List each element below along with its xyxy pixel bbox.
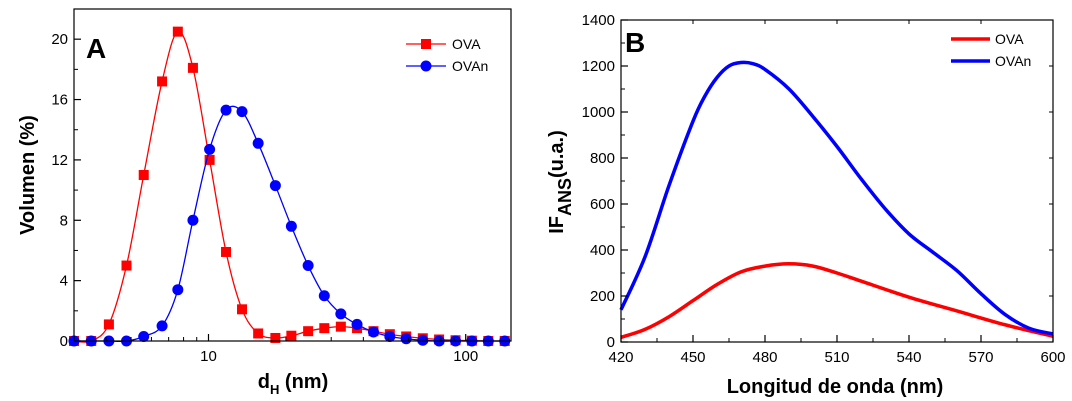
legend-marker-ovan	[420, 60, 432, 72]
panel-a-frame	[73, 8, 512, 342]
panel-a-y-axis-title: Volumen (%)	[17, 115, 39, 235]
panel-b-y-tick-label: 800	[590, 150, 615, 167]
panel-b-y-tick-label: 1000	[582, 104, 615, 121]
panel-a-point-ovan	[236, 106, 248, 118]
panel-b-frame	[620, 19, 1054, 343]
legend-label: OVA	[452, 36, 481, 52]
panel-a-point-ova	[138, 170, 149, 180]
panel-a-point-ova	[319, 323, 330, 334]
panel-a-point-ova	[237, 304, 248, 315]
panel-a-point-ova	[157, 76, 168, 87]
panel-a-point-ovan	[204, 143, 216, 155]
panel-b-y-tick-label: 400	[590, 242, 615, 259]
panel-a-x-tick-label: 100	[453, 348, 478, 365]
panel-a-point-ova	[204, 154, 215, 165]
panel-a-x-axis-title: dH (nm)	[258, 371, 329, 397]
panel-a-point-ovan	[384, 330, 396, 342]
panel-a-letter: A	[86, 33, 106, 64]
panel-b-y-tick-label: 0	[607, 334, 615, 351]
panel-a-point-ovan	[302, 260, 314, 272]
panel-a-point-ovan	[400, 333, 412, 345]
legend-label: OVAn	[452, 58, 488, 74]
panel-a-point-ovan	[417, 334, 429, 346]
panel-b-x-tick-label: 510	[824, 349, 849, 366]
panel-a: 0 4 8 12 16 20 10 100 A Volumen (%) dH (nm) OVA…	[17, 8, 512, 397]
panel-a-point-ova	[187, 62, 198, 73]
panel-a-series-line-ova	[73, 30, 505, 343]
panel-a-point-ovan	[335, 308, 347, 320]
panel-a-x-tick-label: 10	[200, 348, 217, 365]
panel-b-x-tick-label: 600	[1040, 349, 1065, 366]
panel-b-series-line-ova	[620, 262, 1054, 340]
panel-a-point-ovan	[269, 180, 281, 192]
panel-a-point-ova	[103, 319, 114, 330]
panel-a-point-ovan	[367, 326, 379, 338]
panel-b-letter: B	[625, 27, 645, 58]
panel-a-point-ovan	[285, 220, 297, 232]
panel-a-point-ovan	[172, 284, 184, 296]
panel-b-y-tick-label: 1200	[582, 58, 615, 75]
legend-label: OVAn	[995, 53, 1031, 69]
panel-b-x-tick-label: 480	[752, 349, 777, 366]
panel-b-x-tick-label: 420	[608, 349, 633, 366]
panel-b-y-tick-label: 600	[590, 196, 615, 213]
panel-a-point-ova	[121, 260, 132, 271]
panel-a-point-ova	[172, 26, 183, 37]
panel-b-series-line-ovan	[619, 60, 1054, 336]
legend-label: OVA	[995, 31, 1024, 47]
panel-a-point-ova	[303, 326, 314, 337]
panel-b-x-tick-label: 540	[896, 349, 921, 366]
panel-a-legend: OVA OVAn	[406, 36, 488, 74]
panel-a-point-ovan	[252, 137, 264, 149]
panel-b-y-tick-label: 1400	[582, 12, 615, 29]
panel-b-y-tick-label: 200	[590, 288, 615, 305]
panel-a-point-ova	[221, 246, 232, 257]
panel-b-y-axis-title: IFANS(u.a.)	[546, 130, 575, 234]
panel-a-point-ovan	[318, 290, 330, 302]
panel-a-point-ovan	[351, 318, 363, 330]
panel-a-point-ova	[335, 321, 346, 332]
panel-b-x-tick-label: 570	[968, 349, 993, 366]
panel-b: 0 200 400 600 800 1000 1200 1400 420 450 480 510 540…	[546, 12, 1066, 398]
panel-a-point-ova	[286, 330, 297, 341]
panel-a-point-ovan	[156, 320, 168, 332]
panel-a-y-tick-label: 4	[60, 273, 68, 290]
legend-marker-ova	[421, 39, 431, 49]
panel-a-y-tick-label: 12	[51, 152, 68, 169]
panel-b-x-axis-title: Longitud de onda (nm)	[727, 376, 944, 398]
panel-a-point-ovan	[220, 104, 232, 116]
panel-b-x-tick-label: 450	[680, 349, 705, 366]
panel-a-y-tick-label: 16	[51, 92, 68, 109]
panel-b-legend: OVA OVAn	[951, 31, 1031, 69]
panel-a-point-ovan	[138, 330, 150, 342]
panel-a-point-ovan	[187, 214, 199, 226]
panel-a-y-tick-label: 20	[51, 31, 68, 48]
panel-a-y-tick-label: 8	[60, 212, 68, 229]
panel-a-y-tick-label: 0	[60, 333, 68, 350]
panel-a-point-ova	[253, 328, 264, 339]
panel-a-point-ova	[270, 332, 281, 343]
